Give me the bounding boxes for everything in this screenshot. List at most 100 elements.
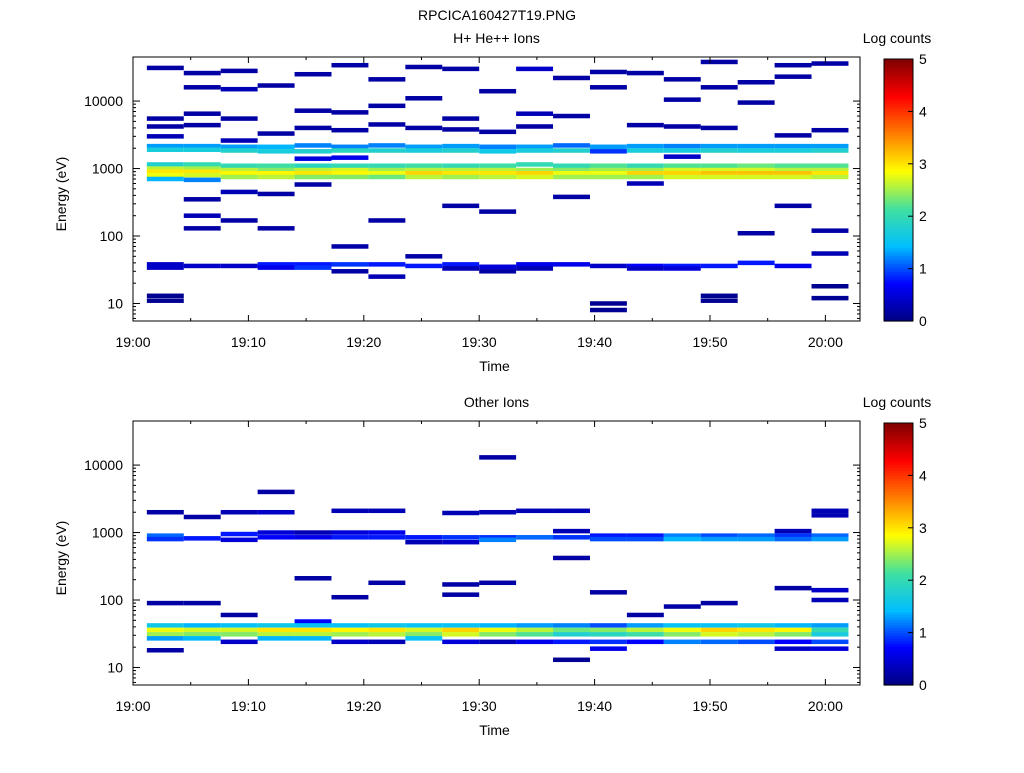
heatmap-cell bbox=[479, 163, 517, 169]
colorbar-segment bbox=[884, 286, 913, 291]
colorbar-tick-label: 3 bbox=[919, 156, 927, 172]
colorbar-segment bbox=[884, 546, 913, 550]
heatmap-cell bbox=[479, 209, 517, 214]
colorbar-segment bbox=[884, 648, 913, 652]
heatmap-cell bbox=[294, 171, 332, 176]
heatmap-cell bbox=[589, 163, 627, 169]
heatmap-cell bbox=[257, 530, 295, 535]
heatmap-cell bbox=[479, 269, 517, 274]
colorbar-segment bbox=[884, 305, 913, 309]
colorbar-segment bbox=[884, 229, 913, 233]
colorbar-segment bbox=[884, 519, 913, 524]
heatmap-cell bbox=[368, 535, 406, 540]
heatmap-cell bbox=[331, 171, 369, 176]
heatmap-cell bbox=[257, 131, 295, 136]
colorbar-segment bbox=[884, 59, 913, 63]
heatmap-cell bbox=[479, 627, 517, 633]
heatmap-cell bbox=[663, 163, 701, 169]
colorbar-segment bbox=[884, 79, 913, 84]
colorbar-segment bbox=[884, 294, 913, 299]
x-tick-label: 19:00 bbox=[115, 334, 150, 350]
heatmap-cell bbox=[146, 172, 184, 178]
colorbar-segment bbox=[884, 302, 913, 306]
colorbar-segment bbox=[884, 650, 913, 655]
heatmap-cell bbox=[331, 167, 369, 173]
heatmap-cell bbox=[811, 174, 849, 180]
colorbar-segment bbox=[884, 200, 913, 204]
colorbar-segment bbox=[884, 559, 913, 563]
colorbar-segment bbox=[884, 127, 913, 131]
colorbar-segment bbox=[884, 428, 913, 432]
heatmap-cell bbox=[589, 632, 627, 637]
heatmap-cell bbox=[331, 144, 369, 150]
heatmap-cell bbox=[626, 167, 664, 173]
heatmap-cell bbox=[257, 171, 295, 176]
heatmap-cell bbox=[146, 536, 184, 542]
heatmap-cell bbox=[442, 66, 480, 72]
colorbar-segment bbox=[884, 158, 913, 162]
colorbar-segment bbox=[884, 430, 913, 435]
colorbar-segment bbox=[884, 512, 913, 516]
heatmap-cell bbox=[183, 197, 221, 202]
colorbar-segment bbox=[884, 103, 913, 107]
colorbar-segment bbox=[884, 69, 913, 73]
heatmap-cell bbox=[553, 113, 590, 119]
heatmap-cell bbox=[442, 639, 480, 645]
colorbar-segment bbox=[884, 616, 913, 621]
colorbar-segment bbox=[884, 577, 913, 581]
heatmap-cell bbox=[294, 167, 332, 173]
colorbar-segment bbox=[884, 95, 913, 99]
heatmap-cell bbox=[589, 171, 627, 176]
heatmap-cell bbox=[294, 265, 332, 270]
colorbar-segment bbox=[884, 661, 913, 665]
colorbar-segment bbox=[884, 517, 913, 521]
y-tick-label: 100 bbox=[100, 228, 124, 244]
colorbar-segment bbox=[884, 82, 913, 86]
heatmap-cell bbox=[811, 646, 849, 651]
heatmap-cell bbox=[220, 86, 258, 92]
colorbar-segment bbox=[884, 593, 913, 597]
x-tick-label: 19:30 bbox=[462, 698, 497, 714]
colorbar-segment bbox=[884, 179, 913, 183]
heatmap-cell bbox=[553, 555, 590, 561]
heatmap-cell bbox=[442, 592, 480, 597]
heatmap-cell bbox=[257, 83, 295, 88]
colorbar-segment bbox=[884, 142, 913, 147]
heatmap-cell bbox=[626, 533, 664, 538]
heatmap-cell bbox=[146, 623, 184, 628]
heatmap-cell bbox=[700, 536, 738, 542]
heatmap-cell bbox=[700, 623, 738, 628]
colorbar-segment bbox=[884, 525, 913, 529]
y-tick-label: 10000 bbox=[84, 457, 123, 473]
colorbar-segment bbox=[884, 273, 913, 278]
heatmap-cell bbox=[405, 167, 443, 173]
colorbar-segment bbox=[884, 438, 913, 442]
heatmap-cell bbox=[479, 632, 517, 637]
heatmap-cell bbox=[368, 122, 406, 127]
colorbar-segment bbox=[884, 195, 913, 199]
colorbar-segment bbox=[884, 533, 913, 537]
heatmap-cell bbox=[626, 148, 664, 153]
heatmap-cell bbox=[368, 639, 406, 645]
heatmap-cell bbox=[479, 639, 517, 645]
heatmap-cell bbox=[220, 537, 258, 543]
heatmap-cell bbox=[294, 163, 332, 169]
heatmap-cell bbox=[405, 632, 443, 637]
colorbar-segment bbox=[884, 436, 913, 440]
heatmap-cell bbox=[405, 148, 443, 153]
heatmap-cell bbox=[774, 528, 812, 534]
heatmap-cell bbox=[479, 455, 517, 460]
heatmap-cell bbox=[405, 535, 443, 540]
heatmap-cell bbox=[442, 539, 480, 545]
heatmap-cell bbox=[331, 627, 369, 633]
colorbar-segment bbox=[884, 446, 913, 450]
colorbar-segment bbox=[884, 564, 913, 568]
heatmap-cell bbox=[220, 174, 258, 180]
heatmap-cell bbox=[626, 632, 664, 637]
colorbar-segment bbox=[884, 598, 913, 602]
heatmap-cell bbox=[737, 533, 775, 538]
heatmap-cell bbox=[700, 163, 738, 169]
heatmap-cell bbox=[626, 536, 664, 542]
heatmap-cell bbox=[553, 262, 590, 267]
colorbar-segment bbox=[884, 609, 913, 613]
